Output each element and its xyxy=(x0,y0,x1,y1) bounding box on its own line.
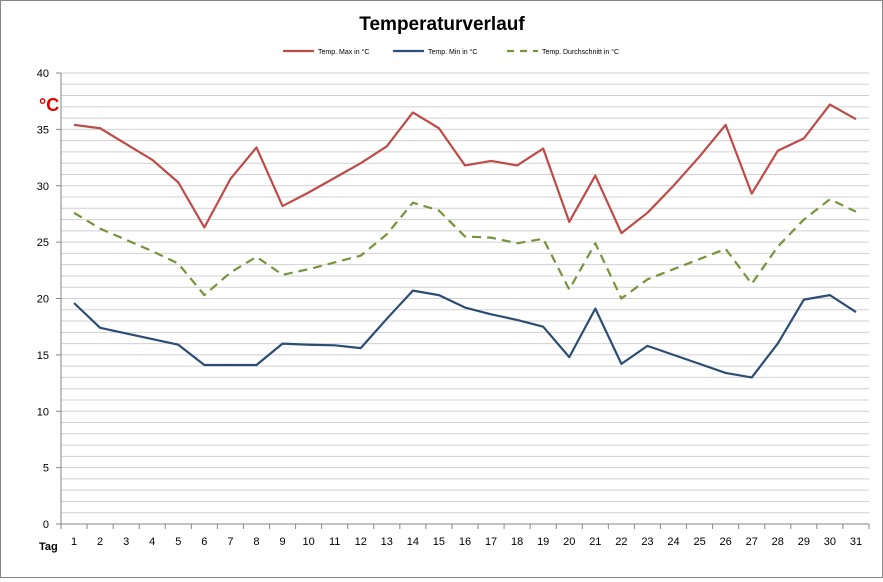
series-line-2 xyxy=(74,291,856,378)
x-tick-label: 23 xyxy=(641,536,653,548)
x-tick-label: 14 xyxy=(407,536,419,548)
y-axis-label: °C xyxy=(39,95,59,115)
x-tick-label: 1 xyxy=(71,536,77,548)
y-tick-label: 15 xyxy=(37,350,49,362)
legend-label-1: Temp. Max in °C xyxy=(318,48,369,56)
x-tick-label: 13 xyxy=(381,536,393,548)
x-tick-label: 8 xyxy=(253,536,259,548)
legend-label-2: Temp. Min in °C xyxy=(428,48,477,56)
x-tick-label: 31 xyxy=(850,536,862,548)
x-tick-label: 4 xyxy=(149,536,155,548)
x-tick-label: 29 xyxy=(798,536,810,548)
x-tick-label: 16 xyxy=(459,536,471,548)
y-tick-label: 25 xyxy=(37,237,49,249)
x-tick-label: 17 xyxy=(485,536,497,548)
x-axis-label: Tag xyxy=(39,541,58,553)
series-line-1 xyxy=(74,105,856,234)
y-tick-label: 10 xyxy=(37,406,49,418)
x-tick-label: 26 xyxy=(720,536,732,548)
x-tick-label: 21 xyxy=(589,536,601,548)
chart-title: Temperaturverlauf xyxy=(359,14,525,35)
series-line-3 xyxy=(74,199,856,298)
x-tick-label: 19 xyxy=(537,536,549,548)
x-tick-label: 9 xyxy=(279,536,285,548)
x-tick-label: 2 xyxy=(97,536,103,548)
y-tick-label: 40 xyxy=(37,68,49,80)
x-tick-label: 28 xyxy=(772,536,784,548)
x-tick-label: 6 xyxy=(201,536,207,548)
legend-label-3: Temp. Durchschnitt in °C xyxy=(542,48,619,56)
x-tick-label: 3 xyxy=(123,536,129,548)
x-tick-label: 18 xyxy=(511,536,523,548)
y-tick-label: 5 xyxy=(43,463,49,475)
x-tick-label: 7 xyxy=(227,536,233,548)
y-tick-label: 30 xyxy=(37,181,49,193)
x-tick-label: 11 xyxy=(329,536,340,548)
x-tick-label: 22 xyxy=(615,536,627,548)
y-tick-label: 0 xyxy=(43,519,49,531)
y-tick-label: 35 xyxy=(37,124,49,136)
x-tick-label: 24 xyxy=(667,536,679,548)
x-tick-label: 30 xyxy=(824,536,836,548)
x-tick-label: 5 xyxy=(175,536,181,548)
x-tick-label: 27 xyxy=(746,536,758,548)
x-tick-label: 20 xyxy=(563,536,575,548)
x-tick-label: 10 xyxy=(302,536,314,548)
x-tick-label: 15 xyxy=(433,536,445,548)
y-tick-label: 20 xyxy=(37,294,49,306)
x-tick-label: 25 xyxy=(693,536,705,548)
x-tick-label: 12 xyxy=(355,536,367,548)
